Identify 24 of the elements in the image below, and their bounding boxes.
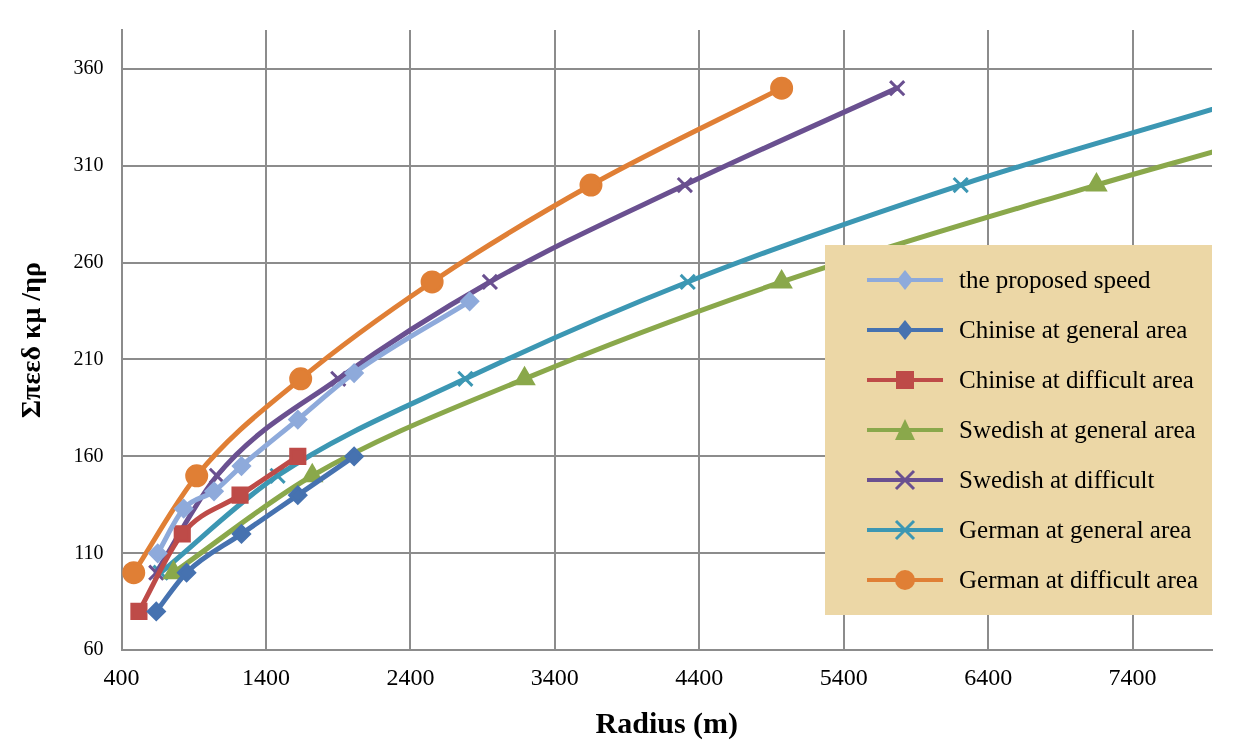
y-tick-label: 60 bbox=[83, 637, 104, 660]
legend-label: German at general area bbox=[958, 516, 1192, 544]
x-tick-label: 5400 bbox=[819, 663, 868, 690]
x-tick-label: 1400 bbox=[242, 663, 291, 690]
legend-label: Swedish at difficult bbox=[958, 466, 1155, 494]
x-axis-title: Radius (m) bbox=[595, 705, 739, 740]
legend-label: the proposed speed bbox=[958, 266, 1151, 294]
legend-label: German at difficult area bbox=[958, 566, 1198, 594]
y-tick-label: 310 bbox=[73, 152, 104, 175]
y-axis-title: Σπεεδ κμ /ηρ bbox=[15, 262, 47, 419]
legend-label: Swedish at general area bbox=[958, 416, 1196, 444]
x-tick-label: 3400 bbox=[530, 663, 579, 690]
y-tick-label: 160 bbox=[73, 443, 104, 466]
x-tick-label: 6400 bbox=[964, 663, 1013, 690]
legend-label: Chinise at general area bbox=[958, 316, 1188, 344]
x-tick-label: 2400 bbox=[386, 663, 435, 690]
y-tick-label: 360 bbox=[73, 56, 104, 79]
x-tick-label: 400 bbox=[103, 663, 140, 690]
x-tick-label: 7400 bbox=[1108, 663, 1157, 690]
x-tick-label: 4400 bbox=[675, 663, 724, 690]
legend-label: Chinise at difficult area bbox=[958, 366, 1194, 394]
y-tick-label: 260 bbox=[73, 249, 104, 272]
y-tick-label: 210 bbox=[73, 346, 104, 369]
y-tick-label: 110 bbox=[74, 540, 104, 563]
